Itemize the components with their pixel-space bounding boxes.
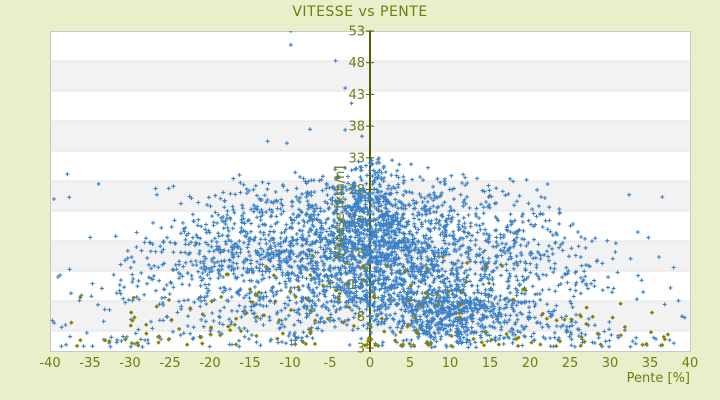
x-tick-label: 0 — [366, 356, 374, 371]
x-tick-label: 15 — [482, 356, 499, 371]
x-tick-label: -15 — [239, 356, 260, 371]
x-tick-label: -40 — [39, 356, 60, 371]
y-tick-label: 43 — [348, 88, 365, 103]
x-tick-label: -30 — [119, 356, 140, 371]
x-tick-label: -35 — [79, 356, 100, 371]
x-tick-label: -5 — [324, 356, 337, 371]
x-tick-label: -10 — [279, 356, 300, 371]
x-tick-label: 20 — [522, 356, 539, 371]
y-tick-label: 38 — [348, 120, 365, 135]
y-tick-label: 8 — [357, 310, 365, 325]
x-axis-label: Pente [%] — [626, 371, 690, 386]
scatter-points-blue — [50, 31, 687, 350]
y-tick-label: 53 — [348, 25, 365, 40]
x-tick-label: 25 — [562, 356, 579, 371]
x-tick-label: 5 — [406, 356, 414, 371]
x-tick-label: 35 — [642, 356, 659, 371]
x-tick-label: 10 — [442, 356, 459, 371]
x-tick-label: 30 — [602, 356, 619, 371]
x-tick-label: 40 — [682, 356, 699, 371]
x-tick-label: -25 — [159, 356, 180, 371]
y-tick-label: 3 — [357, 342, 365, 357]
y-axis-label: Vitesse [km/h] — [333, 165, 348, 260]
chart-title: VITESSE vs PENTE — [292, 4, 428, 20]
y-tick-label: 33 — [348, 151, 365, 166]
y-tick-label: 48 — [348, 56, 365, 71]
x-tick-label: -20 — [199, 356, 220, 371]
